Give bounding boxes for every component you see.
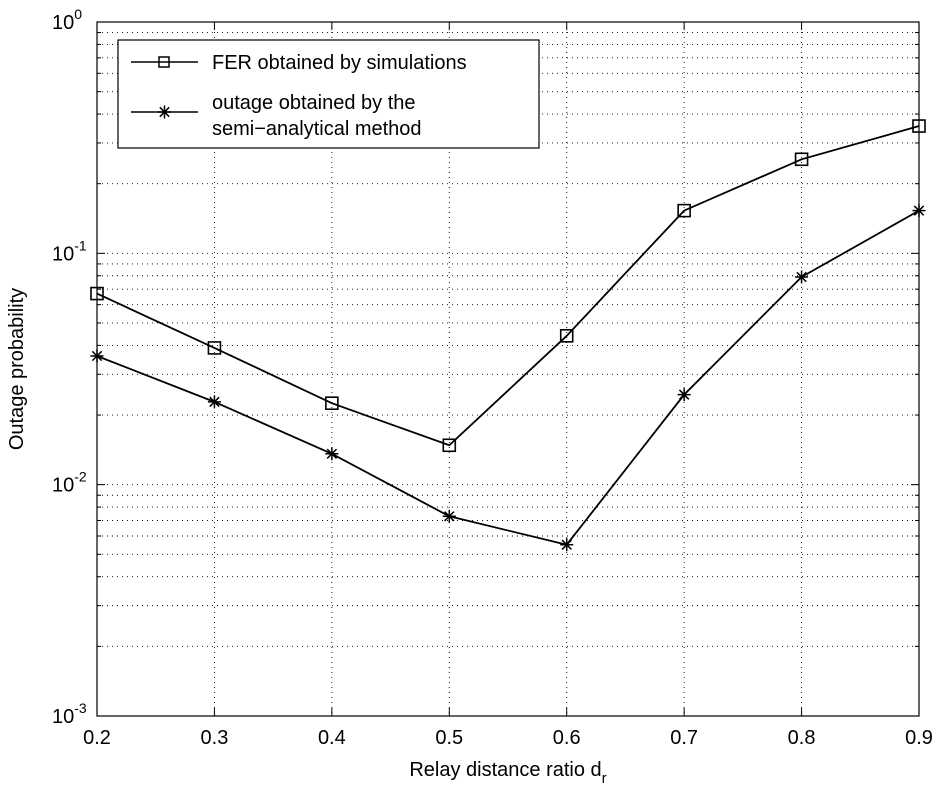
- x-tick-label: 0.7: [670, 727, 698, 749]
- legend-entry-outage: outage obtained by the semi−analytical m…: [131, 92, 422, 140]
- x-axis-label-subscript: r: [602, 770, 607, 787]
- outage-asterisk-point: [795, 270, 809, 284]
- outage-asterisk-point: [325, 447, 339, 461]
- y-tick-label: 10-2: [52, 469, 87, 497]
- legend-label-outage-line1: outage obtained by the: [212, 92, 416, 114]
- fer-square-point: [677, 203, 691, 218]
- fer-square-point: [325, 396, 339, 410]
- legend-label-fer: FER obtained by simulations: [212, 52, 467, 74]
- plot-frame: [96, 21, 920, 717]
- x-axis-label: Relay distance ratio dr: [409, 759, 606, 787]
- y-tick-label: 10-1: [52, 237, 87, 265]
- outage-asterisk-point: [207, 395, 221, 409]
- x-tick-label: 0.6: [553, 727, 581, 749]
- legend-asterisk-marker: [158, 105, 171, 119]
- x-tick-label: 0.4: [318, 727, 346, 749]
- x-tick-label: 0.5: [435, 727, 463, 749]
- grid-lines: [97, 22, 919, 716]
- legend-label-outage-line2: semi−analytical method: [212, 118, 422, 140]
- legend-box: [117, 39, 540, 149]
- y-axis-label: Outage probability: [6, 288, 28, 450]
- outage-asterisk-point: [677, 388, 691, 402]
- legend: FER obtained by simulations outage obtai…: [117, 39, 540, 149]
- y-tick-label: 100: [52, 6, 82, 34]
- fer-square-point: [559, 329, 574, 343]
- x-tick-label: 0.8: [788, 727, 816, 749]
- fer-square-point: [207, 341, 222, 355]
- y-tick-label: 10-3: [52, 700, 87, 728]
- outage-asterisk-point: [560, 538, 574, 552]
- legend-entry-fer: FER obtained by simulations: [131, 52, 467, 74]
- legend-asterisk-glyph: [158, 105, 171, 119]
- x-tick-label: 0.2: [83, 727, 111, 749]
- axis-ticks: [96, 22, 920, 717]
- fer-square-point: [442, 438, 457, 453]
- fer-square-point: [794, 152, 809, 167]
- y-tick-labels: 100 10-1 10-2 10-3: [52, 6, 87, 728]
- legend-square-marker: [158, 56, 170, 68]
- outage-asterisk-point: [442, 509, 456, 523]
- x-tick-label: 0.3: [201, 727, 229, 749]
- series-line-outage: [96, 209, 920, 546]
- x-tick-label: 0.9: [905, 727, 933, 749]
- series-line-fer: [96, 125, 920, 447]
- x-tick-labels: 0.2 0.3 0.4 0.5 0.6 0.7 0.8 0.9: [83, 727, 933, 749]
